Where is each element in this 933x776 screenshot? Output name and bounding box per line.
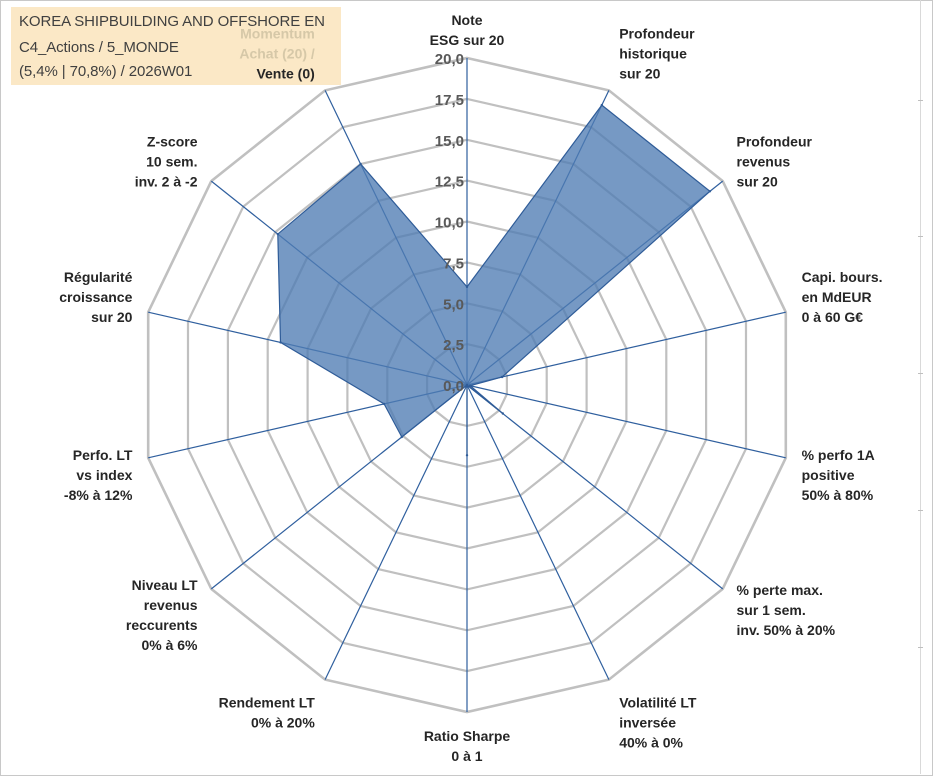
axis-spoke	[466, 384, 786, 459]
data-point	[400, 435, 403, 439]
category-label-line: 0% à 6%	[141, 637, 198, 653]
tick-label: 5,0	[443, 296, 464, 313]
category-label-line: revenus	[737, 154, 791, 170]
axis-spoke	[466, 311, 786, 386]
category-label: Rendement LT 0% à 20%	[219, 695, 316, 731]
data-point	[279, 341, 282, 344]
title-line-category: C4_Actions / 5_MONDE	[19, 39, 179, 56]
tick-label: 0,0	[443, 378, 464, 395]
data-point	[469, 384, 472, 387]
category-label-line: Niveau LT	[132, 577, 198, 593]
category-label: Régularité croissance sur 20	[59, 269, 132, 325]
category-label: Volatilité LT inversée 40% à 0%	[619, 695, 697, 751]
category-label-line: sur 20	[619, 65, 660, 81]
category-label-line: reccurents	[126, 617, 198, 633]
category-label: Profondeur revenus sur 20	[737, 134, 813, 190]
series-area	[277, 104, 711, 456]
data-point	[708, 190, 712, 193]
data-point	[600, 103, 603, 107]
category-label: Note ESG sur 20	[430, 12, 505, 48]
radar-series	[276, 103, 712, 457]
axis-spoke	[466, 384, 724, 590]
category-label: Profondeur historique sur 20	[619, 25, 695, 81]
radar-category-labels: Note ESG sur 20 Profondeur historique sur 20…	[59, 12, 882, 764]
category-label-line: 40% à 0%	[619, 735, 683, 751]
category-label-line: Régularité	[64, 269, 133, 285]
category-label-line: Profondeur	[619, 25, 695, 41]
data-point	[501, 412, 504, 415]
category-label-line: 10 sem.	[146, 154, 197, 170]
category-label-line: % perfo 1A	[802, 447, 875, 463]
title-line-company: KOREA SHIPBUILDING AND OFFSHORE EN	[19, 13, 325, 30]
category-label-line: sur 20	[737, 174, 778, 190]
category-label-line: Momentum	[240, 25, 315, 41]
category-label-line: % perte max.	[737, 582, 823, 598]
data-point	[359, 162, 362, 166]
data-point	[465, 383, 469, 387]
category-label-line: ESG sur 20	[430, 32, 505, 48]
axis-spoke	[324, 384, 468, 680]
category-label-line: revenus	[144, 597, 198, 613]
category-label-line: croissance	[59, 289, 132, 305]
edge-tick	[918, 510, 923, 511]
category-label-line: historique	[619, 45, 687, 61]
title-line-stats: (5,4% | 70,8%) / 2026W01	[19, 63, 193, 80]
category-label-line: Achat (20) /	[239, 45, 315, 61]
chart-title-box: KOREA SHIPBUILDING AND OFFSHORE EN C4_Ac…	[11, 7, 341, 85]
category-label: Capi. bours. en MdEUR 0 à 60 G€	[802, 269, 883, 325]
tick-label: 2,5	[443, 337, 464, 354]
category-label-line: Vente (0)	[256, 65, 314, 81]
category-label-line: 0 à 60 G€	[802, 309, 864, 325]
axis-spoke	[466, 384, 610, 680]
category-label: Perfo. LT vs index -8% à 12%	[64, 447, 133, 503]
tick-label: 15,0	[435, 133, 464, 150]
tick-label: 10,0	[435, 215, 464, 232]
category-label-line: 0 à 1	[451, 748, 482, 764]
data-point	[465, 454, 469, 457]
category-label: Ratio Sharpe 0 à 1	[424, 728, 511, 764]
data-point	[500, 375, 504, 379]
tick-label: 7,5	[443, 255, 464, 272]
category-label: Niveau LT revenus reccurents 0% à 6%	[126, 577, 198, 653]
tick-label: 20,0	[435, 51, 464, 68]
edge-tick	[918, 100, 923, 101]
edge-tick	[918, 373, 923, 374]
category-label-line: Volatilité LT	[619, 695, 697, 711]
category-label-line: Capi. bours.	[802, 269, 883, 285]
category-label-line: inv. 2 à -2	[135, 174, 198, 190]
category-label: Momentum Achat (20) / Vente (0)	[239, 25, 315, 81]
edge-tick	[918, 236, 923, 237]
category-label-line: sur 1 sem.	[737, 602, 806, 618]
category-label-line: Ratio Sharpe	[424, 728, 511, 744]
category-label-line: Profondeur	[737, 134, 813, 150]
category-label-line: 0% à 20%	[251, 715, 315, 731]
right-edge-line	[920, 0, 921, 774]
category-label-line: Perfo. LT	[73, 447, 133, 463]
tick-label: 12,5	[435, 174, 464, 191]
category-label-line: en MdEUR	[802, 289, 872, 305]
category-label-line: 50% à 80%	[802, 487, 874, 503]
data-point	[465, 285, 469, 289]
category-label-line: -8% à 12%	[64, 487, 133, 503]
data-point	[276, 232, 279, 236]
category-label-line: Rendement LT	[219, 695, 316, 711]
edge-tick	[918, 647, 923, 648]
tick-label: 17,5	[435, 92, 464, 109]
category-label: Z-score 10 sem. inv. 2 à -2	[135, 134, 198, 190]
radar-axis-ticks: 0,0 2,5 5,0 7,5 10,0 12,5 15,0 17,5 20,0	[435, 51, 464, 395]
category-label-line: inv. 50% à 20%	[737, 622, 836, 638]
category-label-line: vs index	[76, 467, 132, 483]
category-label-line: positive	[802, 467, 855, 483]
category-label: % perte max. sur 1 sem. inv. 50% à 20%	[737, 582, 836, 638]
category-label-line: inversée	[619, 715, 676, 731]
category-label-line: Z-score	[147, 134, 198, 150]
data-point	[382, 402, 386, 406]
category-label-line: Note	[451, 12, 482, 28]
category-label: % perfo 1A positive 50% à 80%	[802, 447, 875, 503]
category-label-line: sur 20	[91, 309, 132, 325]
